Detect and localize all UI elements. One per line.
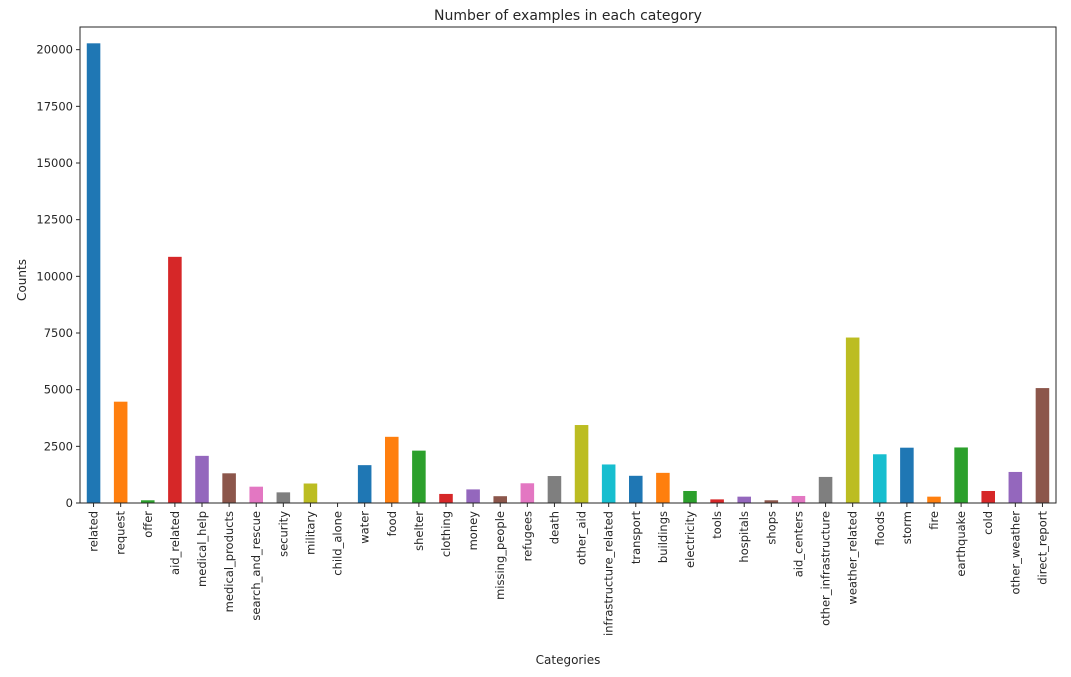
bar-search-and-rescue xyxy=(249,486,263,503)
x-tick-label: other_infrastructure xyxy=(819,511,833,626)
bar-transport xyxy=(629,475,643,503)
bar-food xyxy=(385,436,399,503)
bar-shops xyxy=(764,500,779,503)
bar-military xyxy=(303,483,318,503)
x-tick-label: money xyxy=(466,511,480,551)
bar-electricity xyxy=(683,490,697,503)
x-tick-label: clothing xyxy=(439,511,453,557)
y-tick-label: 12500 xyxy=(36,213,73,227)
x-tick-label: food xyxy=(385,511,399,536)
x-tick-label: related xyxy=(87,511,101,552)
bar-other-infrastructure xyxy=(818,476,833,503)
x-tick-label: death xyxy=(547,511,561,544)
bar-aid-related xyxy=(168,256,182,503)
bar-aid-centers xyxy=(791,495,806,503)
bar-fire xyxy=(927,496,941,503)
bar-infrastructure-related xyxy=(601,464,616,503)
x-tick-label: electricity xyxy=(683,511,697,568)
y-tick-label: 15000 xyxy=(36,156,73,170)
bar-clothing xyxy=(439,493,453,503)
x-tick-label: buildings xyxy=(656,511,670,563)
x-tick-label: shops xyxy=(764,511,778,545)
bar-money xyxy=(466,489,480,503)
y-tick-label: 2500 xyxy=(44,439,73,453)
y-tick-label: 0 xyxy=(66,496,73,510)
y-tick-label: 7500 xyxy=(44,326,73,340)
x-tick-label: request xyxy=(114,511,128,555)
y-tick-label: 17500 xyxy=(36,99,73,113)
bar-security xyxy=(276,492,291,503)
x-tick-label: offer xyxy=(141,511,155,538)
bar-other-aid xyxy=(574,425,589,503)
x-tick-label: medical_products xyxy=(222,511,236,612)
x-tick-label: other_aid xyxy=(575,511,589,565)
x-tick-label: weather_related xyxy=(846,511,860,605)
bar-floods xyxy=(873,454,887,503)
bar-related xyxy=(86,43,101,503)
x-axis-label: Categories xyxy=(536,653,601,667)
x-tick-label: search_and_rescue xyxy=(249,511,263,621)
bar-tools xyxy=(710,499,724,503)
bar-offer xyxy=(141,500,155,503)
x-tick-label: infrastructure_related xyxy=(602,511,616,636)
x-tick-label: other_weather xyxy=(1008,511,1022,595)
x-tick-label: floods xyxy=(873,511,887,546)
bar-water xyxy=(357,465,372,503)
bar-weather-related xyxy=(845,337,860,503)
x-axis-ticks: related request offer aid_related medical_he… xyxy=(87,503,1049,636)
bar-refugees xyxy=(520,483,535,503)
bar-storm xyxy=(900,447,914,503)
x-tick-label: earthquake xyxy=(954,511,968,577)
x-tick-label: tools xyxy=(710,511,724,539)
bar-buildings xyxy=(656,472,670,503)
y-tick-label: 10000 xyxy=(36,269,73,283)
x-tick-label: shelter xyxy=(412,511,426,551)
bar-missing-people xyxy=(493,496,507,503)
x-tick-label: medical_help xyxy=(195,511,209,587)
bar-medical-products xyxy=(222,473,236,503)
bar-earthquake xyxy=(954,447,968,503)
bar-other-weather xyxy=(1008,471,1023,503)
bar-medical-help xyxy=(195,455,209,503)
x-tick-label: child_alone xyxy=(331,511,345,576)
bar-death xyxy=(547,476,562,503)
x-tick-label: aid_related xyxy=(168,511,182,575)
x-tick-label: missing_people xyxy=(493,511,507,600)
y-axis-ticks: 0 2500 5000 7500 10000 12500 15000 17500 20000 xyxy=(36,43,80,510)
bar-shelter xyxy=(412,450,426,503)
bar-request xyxy=(113,401,128,503)
x-tick-label: water xyxy=(358,511,372,544)
bars-group xyxy=(86,43,1050,503)
x-tick-label: aid_centers xyxy=(791,511,805,577)
x-tick-label: transport xyxy=(629,511,643,565)
bar-cold xyxy=(981,490,995,503)
x-tick-label: storm xyxy=(900,511,914,544)
plot-frame xyxy=(79,26,1057,504)
y-tick-label: 20000 xyxy=(36,43,73,57)
x-tick-label: security xyxy=(276,511,290,557)
y-tick-label: 5000 xyxy=(44,383,73,397)
x-tick-label: military xyxy=(303,511,317,555)
bar-direct-report xyxy=(1035,388,1050,503)
x-tick-label: fire xyxy=(927,511,941,530)
x-tick-label: direct_report xyxy=(1035,511,1049,585)
bar-hospitals xyxy=(737,496,751,503)
x-tick-label: cold xyxy=(981,511,995,535)
chart-title: Number of examples in each category xyxy=(434,8,702,24)
x-tick-label: hospitals xyxy=(737,511,751,563)
y-axis-label: Counts xyxy=(15,259,29,301)
x-tick-label: refugees xyxy=(520,511,534,561)
